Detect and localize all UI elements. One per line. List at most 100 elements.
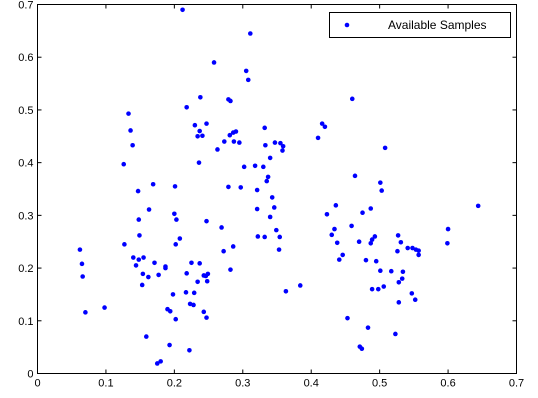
- data-point: [349, 223, 354, 229]
- data-points: [77, 7, 481, 366]
- data-point: [395, 248, 400, 254]
- data-point: [195, 133, 200, 139]
- x-tick-label: 0.4: [304, 378, 319, 390]
- data-point: [360, 210, 365, 216]
- data-point: [271, 205, 277, 210]
- data-point: [274, 227, 279, 233]
- data-point: [196, 160, 202, 165]
- data-point: [141, 255, 146, 260]
- data-point: [222, 139, 227, 144]
- data-point: [319, 121, 325, 126]
- data-point: [393, 331, 398, 337]
- data-point: [226, 184, 231, 190]
- y-tick-label: 0: [27, 369, 33, 381]
- data-point: [378, 268, 383, 274]
- data-point: [126, 111, 131, 116]
- y-tick-label: 0.7: [18, 0, 33, 12]
- data-point: [184, 104, 189, 110]
- data-point: [152, 260, 157, 266]
- data-point: [409, 291, 415, 296]
- data-point: [136, 217, 142, 222]
- data-point: [80, 274, 85, 279]
- x-tick-label: 0.5: [372, 378, 387, 390]
- data-point: [243, 68, 249, 74]
- data-point: [201, 309, 207, 315]
- data-point: [277, 234, 283, 240]
- data-point: [154, 361, 160, 366]
- data-point: [163, 265, 168, 271]
- data-point: [137, 233, 142, 238]
- data-point: [262, 234, 267, 240]
- data-point: [228, 267, 233, 272]
- legend-box: [329, 12, 511, 38]
- data-point: [146, 274, 151, 280]
- data-point: [167, 342, 172, 348]
- y-tick-labels: 0 0.1 0.2 0.3 0.4 0.5 0.6 0.7: [18, 0, 33, 381]
- data-point: [261, 164, 266, 170]
- data-point: [133, 263, 139, 268]
- data-point: [189, 260, 194, 266]
- data-point: [379, 188, 384, 193]
- y-tick-label: 0.3: [18, 210, 33, 222]
- data-point: [267, 214, 273, 220]
- data-point: [280, 148, 285, 153]
- data-point: [399, 276, 405, 281]
- data-point: [363, 257, 369, 263]
- data-point: [252, 163, 258, 169]
- data-point: [204, 218, 209, 224]
- data-point: [254, 206, 260, 212]
- data-point: [173, 242, 179, 247]
- x-tick-label: 0.3: [235, 378, 250, 390]
- data-point: [211, 60, 217, 65]
- data-point: [340, 252, 345, 258]
- data-point: [378, 180, 383, 185]
- data-point: [283, 288, 289, 294]
- data-point: [324, 212, 330, 217]
- data-point: [130, 142, 135, 148]
- data-point: [332, 226, 337, 232]
- data-point: [197, 261, 202, 266]
- data-point: [254, 187, 260, 193]
- data-point: [262, 125, 267, 131]
- y-tick-label: 0.5: [18, 105, 33, 117]
- data-point: [184, 271, 189, 276]
- data-point: [315, 135, 321, 141]
- data-point: [410, 245, 415, 251]
- data-point: [269, 195, 275, 200]
- data-point: [238, 185, 244, 190]
- data-point: [369, 237, 375, 242]
- data-point: [372, 234, 378, 239]
- data-point: [230, 244, 236, 249]
- data-point: [177, 236, 183, 241]
- data-point: [135, 188, 141, 194]
- data-point: [191, 290, 197, 296]
- data-point: [359, 346, 365, 352]
- x-tick-labels: 0 0.1 0.2 0.3 0.4 0.5 0.6 0.7: [34, 378, 524, 390]
- y-tick-label: 0.6: [18, 52, 33, 64]
- data-point: [373, 258, 379, 264]
- data-point: [227, 132, 233, 138]
- data-point: [278, 140, 283, 146]
- data-point: [398, 239, 404, 245]
- data-point: [400, 269, 406, 275]
- data-point: [352, 173, 358, 179]
- x-tick-label: 0.6: [440, 378, 455, 390]
- data-point: [83, 310, 88, 315]
- data-point: [255, 234, 261, 239]
- data-point: [215, 147, 220, 152]
- y-tick-label: 0.1: [18, 316, 33, 328]
- data-point: [231, 139, 237, 144]
- data-point: [122, 242, 127, 247]
- data-point: [369, 286, 375, 292]
- data-point: [180, 7, 185, 13]
- data-point: [388, 268, 394, 274]
- data-point: [233, 129, 239, 134]
- data-point: [204, 121, 209, 126]
- data-point: [382, 145, 388, 151]
- data-point: [334, 240, 340, 246]
- data-point: [77, 247, 83, 252]
- data-point: [336, 257, 342, 262]
- data-point: [221, 248, 226, 254]
- data-point: [146, 207, 152, 212]
- legend: Available Samples: [329, 12, 511, 38]
